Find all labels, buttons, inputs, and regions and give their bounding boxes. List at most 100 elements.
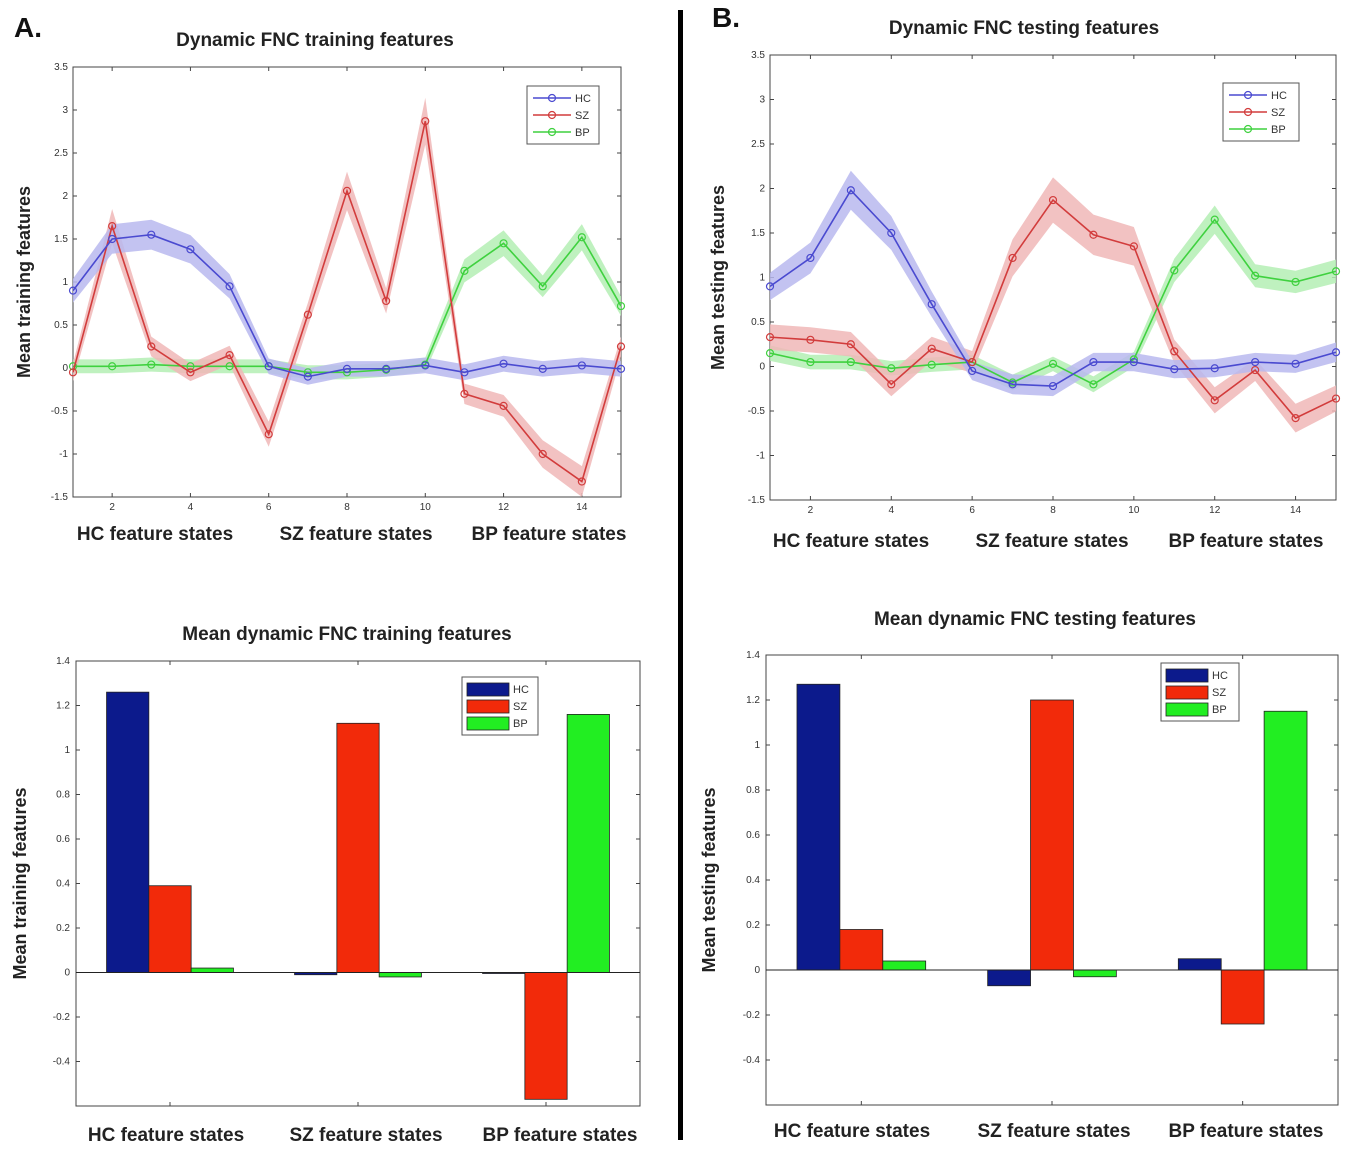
data-point-sz <box>1210 396 1219 405</box>
y-tick-label: 3.5 <box>751 50 765 61</box>
y-tick-label: 1.2 <box>746 695 760 706</box>
data-point-hc <box>1008 380 1017 389</box>
group-label: BP feature states <box>1169 531 1324 552</box>
y-tick-label: 1.2 <box>56 701 70 712</box>
data-point-hc <box>577 361 586 370</box>
y-tick-label: 0.4 <box>746 875 760 886</box>
y-tick-label: 1 <box>754 740 760 751</box>
y-tick-label: 0.8 <box>56 790 70 801</box>
category-label: HC feature states <box>774 1121 930 1142</box>
data-point-hc <box>1251 357 1260 367</box>
x-tick-label: 10 <box>1128 505 1140 516</box>
data-point-sz <box>108 222 117 231</box>
group-label: BP feature states <box>472 524 627 545</box>
data-point-hc <box>1129 357 1138 367</box>
legend-label-bp: BP <box>513 718 528 730</box>
data-point-bp <box>1089 380 1098 389</box>
data-point-sz <box>68 368 78 377</box>
legend-label-sz: SZ <box>1212 687 1226 699</box>
panel-a-label: A. <box>14 12 42 43</box>
y-axis-label: Mean testing features <box>699 787 719 972</box>
y-tick-label: 3 <box>759 95 765 106</box>
data-point-sz <box>342 186 352 195</box>
chart-title: Dynamic FNC training features <box>176 30 454 51</box>
legend-swatch-bp <box>1165 702 1209 717</box>
legend-marker-hc <box>1243 90 1253 100</box>
chart-title: Mean dynamic FNC training features <box>182 624 511 645</box>
bar-sz <box>1220 969 1265 1025</box>
data-point-bp <box>1048 359 1058 368</box>
data-point-sz <box>264 430 273 439</box>
x-tick-label: 14 <box>576 502 588 513</box>
y-tick-label: 3 <box>62 105 68 116</box>
group-label: SZ feature states <box>975 531 1128 552</box>
data-point-sz <box>577 477 586 486</box>
series-line-bp <box>769 218 1337 386</box>
data-point-hc <box>460 368 469 377</box>
data-point-sz <box>147 342 156 351</box>
group-label: HC feature states <box>77 524 233 545</box>
data-point-bp <box>460 266 469 275</box>
data-point-bp <box>225 362 234 371</box>
data-point-sz <box>1251 365 1260 375</box>
y-axis-label: Mean training features <box>14 186 34 378</box>
panel-divider <box>678 10 683 1140</box>
chart-title: Dynamic FNC testing features <box>889 18 1159 39</box>
data-point-sz <box>499 401 508 410</box>
data-point-sz <box>1291 414 1300 423</box>
data-point-hc <box>538 364 547 373</box>
bar-bp <box>566 714 610 973</box>
data-point-hc <box>1170 365 1179 374</box>
x-tick-label: 6 <box>266 502 272 513</box>
x-tick-label: 14 <box>1290 505 1302 516</box>
category-label: BP feature states <box>1169 1121 1324 1142</box>
x-tick-label: 12 <box>1209 505 1221 516</box>
legend-marker-sz <box>1243 107 1253 117</box>
data-point-hc <box>616 364 626 373</box>
data-point-sz <box>1089 230 1098 239</box>
data-point-sz <box>887 380 896 389</box>
legend-swatch-hc <box>466 682 510 697</box>
data-point-bp <box>806 357 815 367</box>
bar-hc <box>106 691 150 973</box>
data-point-hc <box>1089 357 1098 367</box>
data-point-bp <box>1251 271 1260 280</box>
data-point-bp <box>147 360 156 369</box>
bar-hc <box>1177 958 1222 971</box>
y-tick-label: 1.5 <box>54 234 68 245</box>
data-point-hc <box>1048 381 1058 391</box>
data-point-bp <box>577 233 586 242</box>
y-tick-label: 1.4 <box>56 656 70 667</box>
data-point-sz <box>1331 394 1341 403</box>
data-point-bp <box>538 282 547 291</box>
data-point-hc <box>264 362 273 371</box>
y-tick-label: -1 <box>756 451 765 462</box>
data-point-hc <box>765 282 775 291</box>
data-point-hc <box>968 366 977 376</box>
bar-sz <box>839 929 884 971</box>
legend-label-hc: HC <box>513 684 529 696</box>
legend-marker-bp <box>547 127 557 137</box>
data-point-hc <box>342 364 352 373</box>
data-point-sz <box>225 351 234 360</box>
data-point-sz <box>806 335 815 344</box>
legend-swatch-hc <box>1165 668 1209 683</box>
x-tick-label: 4 <box>188 502 194 513</box>
y-tick-label: 0 <box>754 965 760 976</box>
x-tick-label: 6 <box>969 505 975 516</box>
y-tick-label: 0.6 <box>746 830 760 841</box>
data-point-bp <box>1210 215 1219 224</box>
legend-label-bp: BP <box>1212 704 1227 716</box>
data-point-hc <box>1331 348 1341 357</box>
series-line-sz <box>72 121 622 483</box>
y-tick-label: 0 <box>759 362 765 373</box>
data-point-bp <box>108 362 117 371</box>
data-point-sz <box>538 449 547 459</box>
data-point-sz <box>421 117 430 126</box>
legend-label-bp: BP <box>1271 124 1286 136</box>
y-tick-label: 2 <box>759 184 765 195</box>
data-point-sz <box>968 357 977 367</box>
data-point-hc <box>147 230 156 239</box>
